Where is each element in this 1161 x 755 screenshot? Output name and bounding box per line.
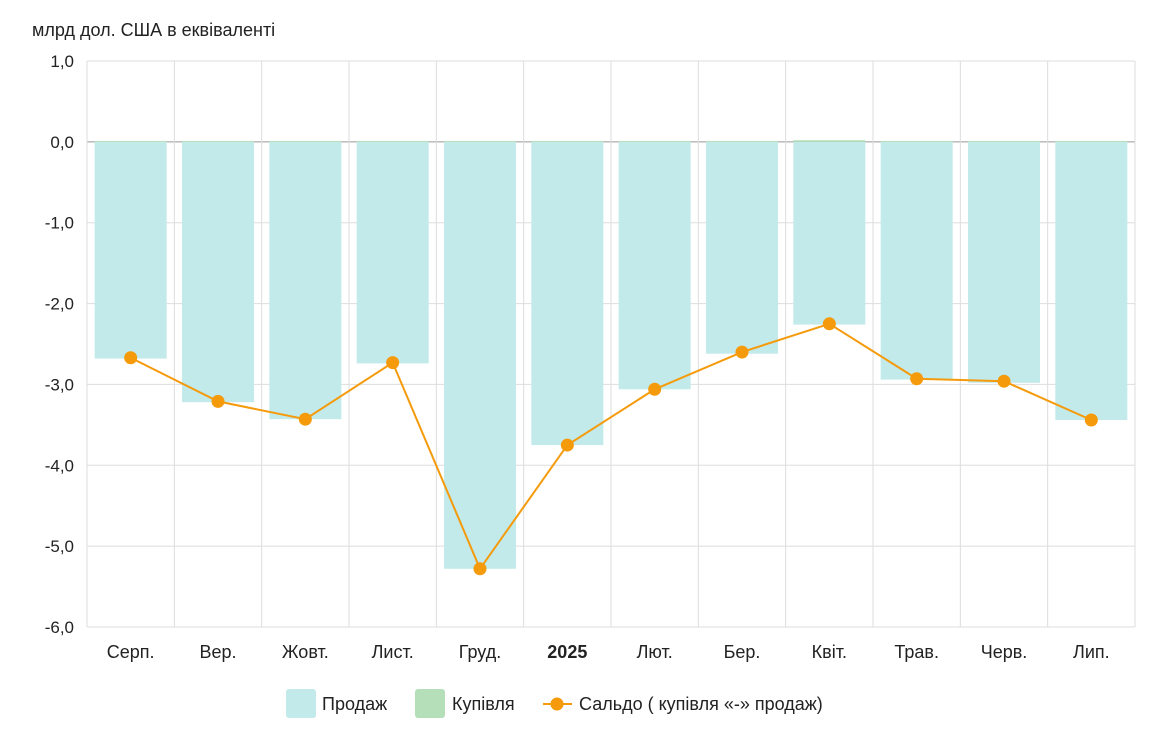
x-tick-label: Жовт. xyxy=(282,642,329,662)
legend-label-purchase: Купівля xyxy=(452,694,515,714)
y-tick-label: -3,0 xyxy=(45,375,74,394)
bar-purchase xyxy=(531,141,604,143)
x-tick-label: Квіт. xyxy=(812,642,847,662)
bar-purchase xyxy=(706,141,778,143)
bar-purchase xyxy=(356,141,429,143)
bar-sale xyxy=(1055,141,1128,421)
point-balance xyxy=(298,412,312,426)
bar-sale xyxy=(706,141,778,354)
x-tick-label: Трав. xyxy=(894,642,939,662)
y-tick-label: 1,0 xyxy=(50,52,74,71)
bar-sale xyxy=(94,141,167,359)
point-balance xyxy=(473,562,487,576)
point-balance xyxy=(560,438,574,452)
bar-purchase xyxy=(182,141,254,143)
bar-purchase xyxy=(269,141,342,143)
bar-sale xyxy=(618,141,691,390)
legend-swatch-sale xyxy=(286,689,316,718)
x-tick-label: Лип. xyxy=(1073,642,1110,662)
point-balance xyxy=(386,356,400,370)
point-balance xyxy=(1084,413,1098,427)
point-balance xyxy=(910,372,924,386)
y-tick-label: -2,0 xyxy=(45,295,74,314)
y-tick-label: -5,0 xyxy=(45,537,74,556)
x-tick-label: Лист. xyxy=(372,642,414,662)
y-tick-label: -6,0 xyxy=(45,618,74,637)
bar-purchase xyxy=(1055,141,1128,143)
bar-purchase xyxy=(444,141,516,143)
point-balance xyxy=(648,382,662,396)
point-balance xyxy=(124,351,138,365)
x-tick-label: Лют. xyxy=(637,642,673,662)
x-tick-label: Вер. xyxy=(199,642,236,662)
x-tick-label: Черв. xyxy=(981,642,1028,662)
y-tick-label: -4,0 xyxy=(45,456,74,475)
x-tick-label: Серп. xyxy=(107,642,155,662)
x-tick-label: Бер. xyxy=(724,642,761,662)
bar-sale xyxy=(182,141,254,403)
point-balance xyxy=(735,345,749,359)
bar-sale xyxy=(880,141,953,380)
y-tick-label: -1,0 xyxy=(45,214,74,233)
bar-sale xyxy=(356,141,429,364)
point-balance xyxy=(211,394,225,408)
bar-sale xyxy=(531,141,604,446)
bar-sale xyxy=(968,141,1040,383)
legend-swatch-purchase xyxy=(415,689,445,718)
point-balance xyxy=(822,317,836,331)
bar-purchase xyxy=(793,140,866,142)
legend-label-sale: Продаж xyxy=(322,694,387,714)
series-line-balance xyxy=(130,322,1092,571)
legend-label-balance: Сальдо ( купівля «-» продаж) xyxy=(579,694,823,714)
legend-marker-balance xyxy=(550,697,564,711)
bar-purchase xyxy=(618,141,691,143)
bar-purchase xyxy=(880,141,953,143)
y-tick-label: 0,0 xyxy=(50,133,74,152)
x-tick-label: 2025 xyxy=(547,642,587,662)
bar-purchase xyxy=(968,141,1040,143)
bar-sale xyxy=(793,141,866,325)
x-tick-label: Груд. xyxy=(459,642,501,662)
bar-sale xyxy=(269,141,342,420)
bar-purchase xyxy=(94,141,167,143)
y-axis-title: млрд дол. США в еквіваленті xyxy=(32,20,275,40)
bar-sale xyxy=(444,141,516,569)
point-balance xyxy=(997,374,1011,388)
